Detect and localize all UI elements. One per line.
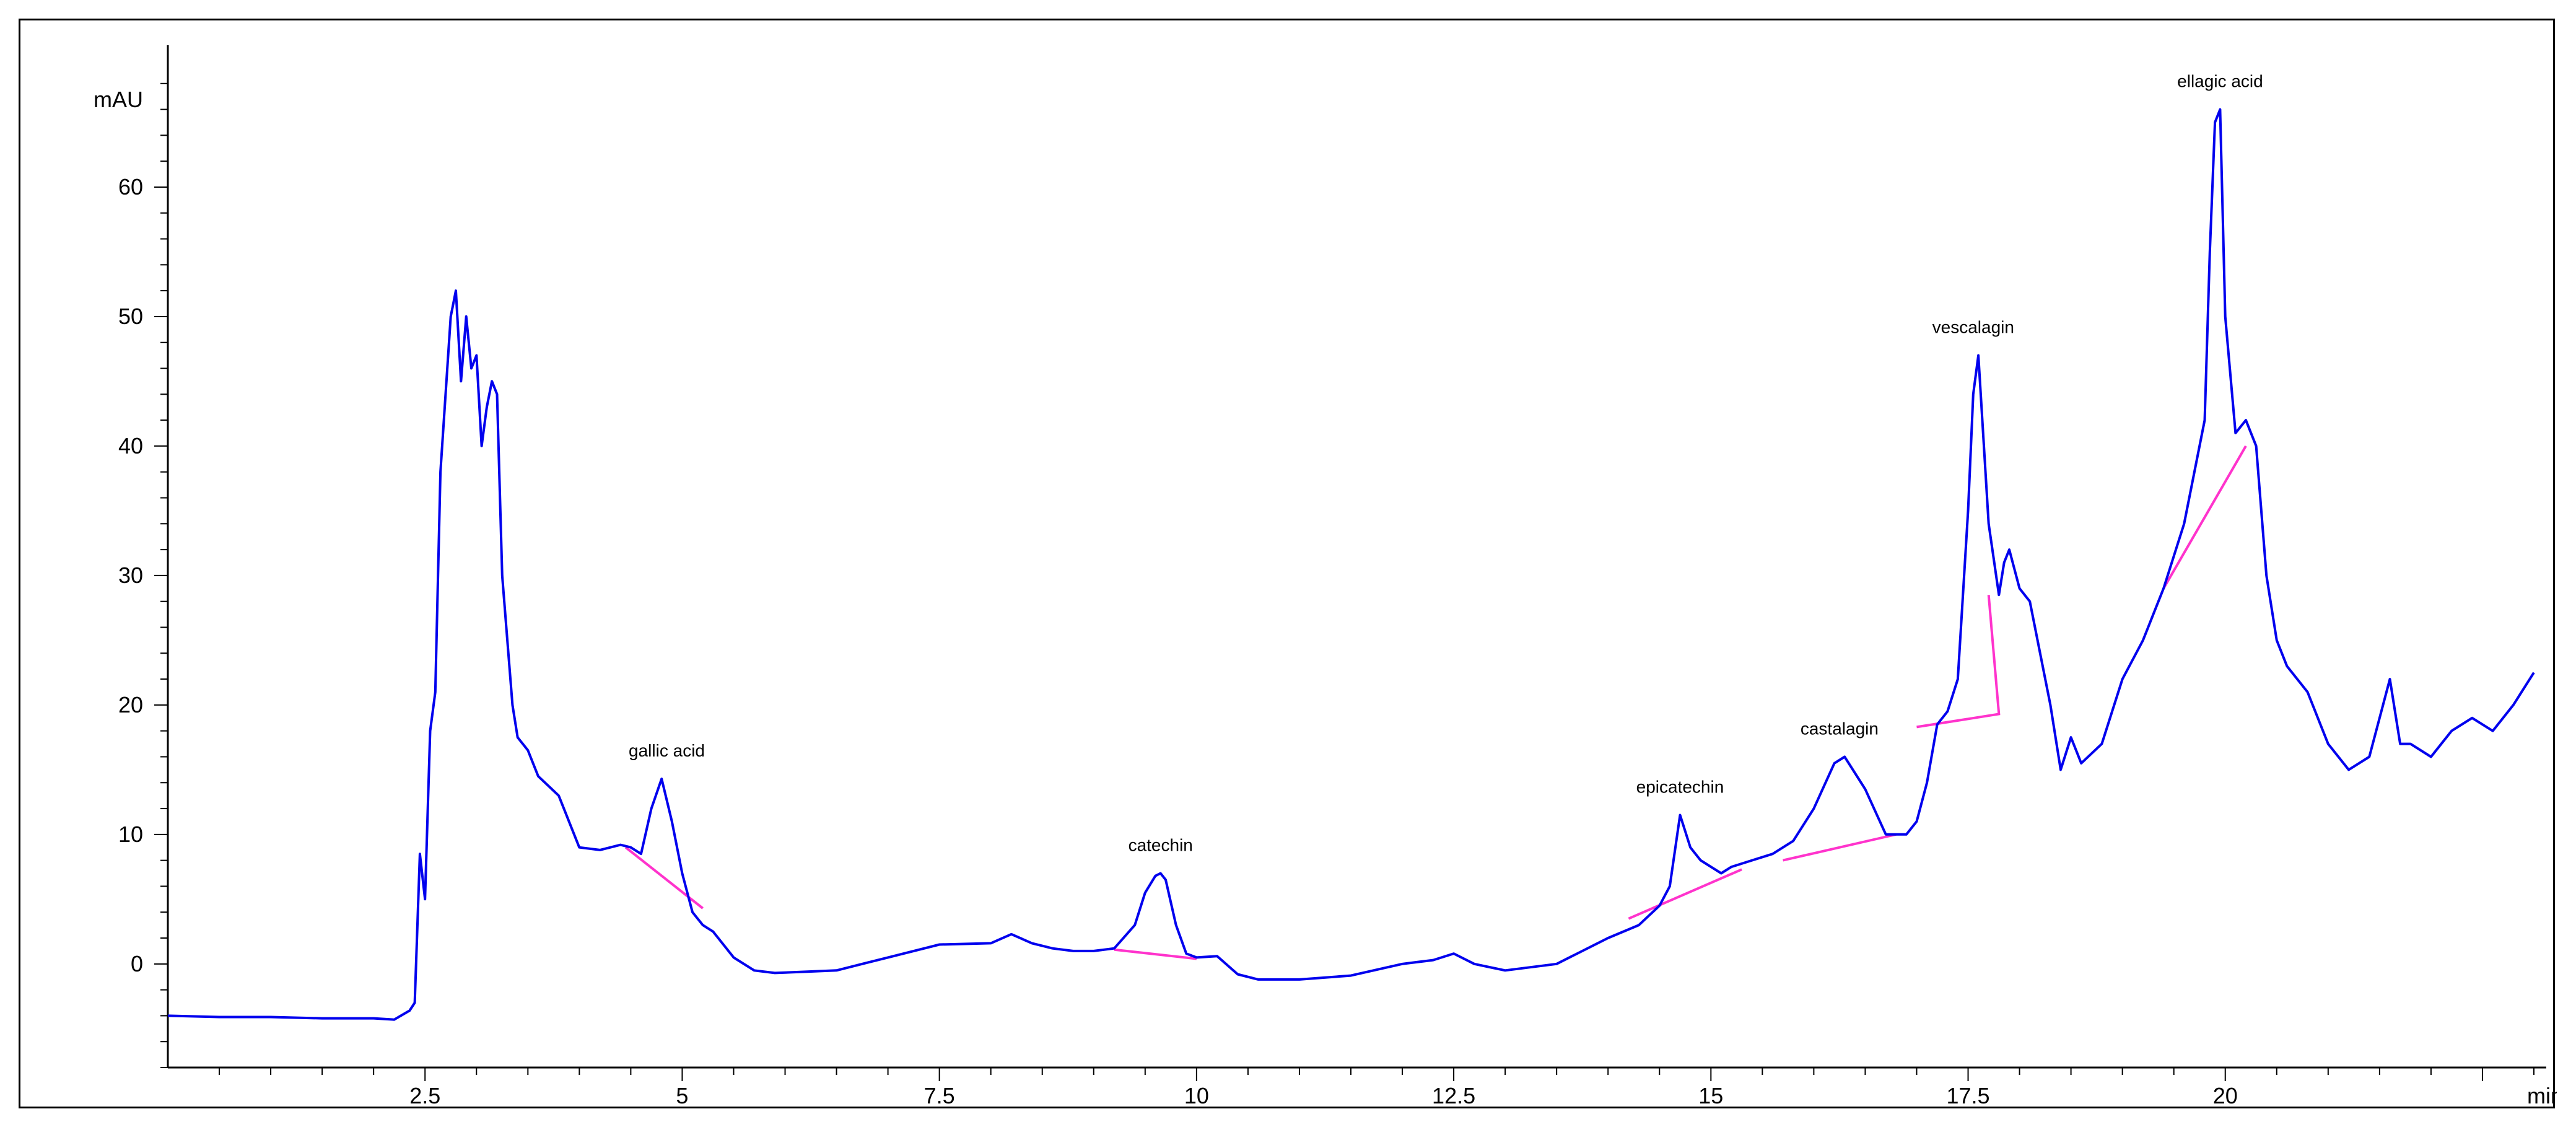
peak-baselines: [624, 445, 2247, 960]
x-tick-label: 15: [1698, 1083, 1723, 1108]
axes: 0 10 20 30 40 50 60 mAU 2.5 5 7.5 10 12.5 15 17.5 20 min: [94, 45, 2557, 1108]
x-axis-label: min: [2527, 1083, 2557, 1108]
y-tick-label: 0: [131, 951, 143, 976]
x-tick-label: 12.5: [1432, 1083, 1475, 1108]
peak-label: epicatechin: [1636, 778, 1724, 797]
peak-label: catechin: [1129, 836, 1193, 855]
x-tick-label: 20: [2213, 1083, 2238, 1108]
x-tick-label: 7.5: [924, 1083, 955, 1108]
y-tick-label: 40: [118, 433, 143, 458]
peak-baseline: [1114, 948, 1197, 960]
x-tick-label: 2.5: [409, 1083, 440, 1108]
peak-baseline: [1916, 595, 2001, 729]
x-tick-label: 10: [1184, 1083, 1209, 1108]
x-tick-label: 17.5: [1946, 1083, 1989, 1108]
y-tick-label: 50: [118, 304, 143, 329]
peak-label: vescalagin: [1932, 318, 2014, 337]
y-axis-label: mAU: [94, 87, 143, 112]
peak-baseline: [624, 846, 704, 910]
trace-line: [167, 108, 2535, 1021]
y-tick-label: 10: [118, 822, 143, 847]
x-tick-label: 5: [676, 1083, 688, 1108]
peak-labels: gallic acid catechin epicatechin castalagin…: [629, 72, 2263, 855]
peak-baseline: [1783, 833, 1897, 862]
peak-label: ellagic acid: [2177, 72, 2263, 91]
peak-label: gallic acid: [629, 741, 705, 760]
chart-frame: 0 10 20 30 40 50 60 mAU 2.5 5 7.5 10 12.5 15 17.5 20 min…: [19, 19, 2557, 1108]
peak-baseline: [1628, 868, 1742, 920]
chromatogram-chart: 0 10 20 30 40 50 60 mAU 2.5 5 7.5 10 12.5 15 17.5 20 min…: [94, 45, 2557, 1108]
peak-label: castalagin: [1801, 719, 1879, 738]
y-tick-label: 30: [118, 563, 143, 588]
peak-baseline: [2162, 445, 2247, 589]
y-tick-label: 20: [118, 692, 143, 717]
y-tick-label: 60: [118, 174, 143, 200]
trace: [167, 108, 2535, 1021]
